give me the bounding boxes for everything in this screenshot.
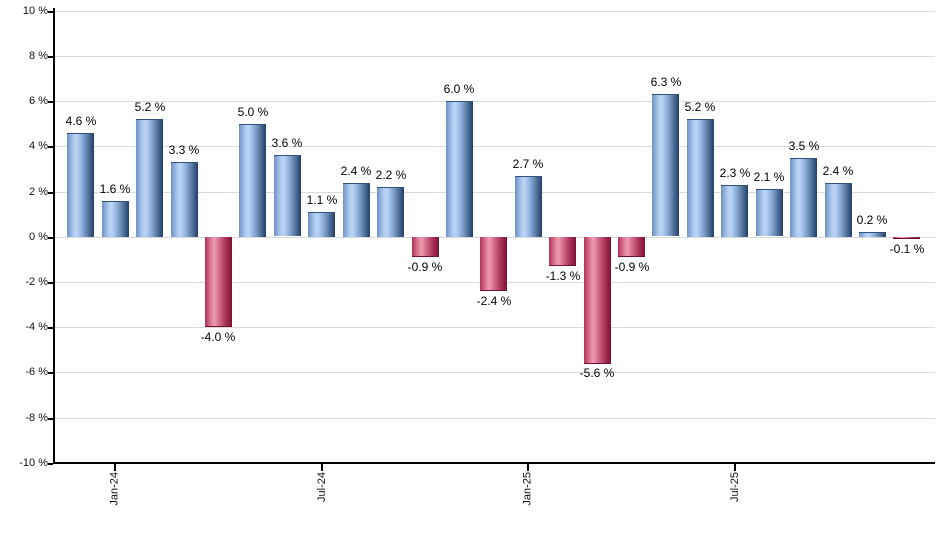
bar-value-label: -2.4 % [476, 294, 512, 308]
bar-Nov-25 [859, 232, 886, 237]
bar-value-label: 3.3 % [168, 143, 200, 157]
bar-Jan-25 [515, 176, 542, 237]
gridline--6 [54, 372, 935, 373]
bar-May-24 [239, 124, 266, 237]
y-axis-label: -8 % [25, 412, 48, 424]
y-tick-0 [48, 237, 53, 239]
bar-Aug-25 [756, 189, 783, 236]
x-tick-Jul-25 [734, 464, 736, 471]
bar-value-label: 5.0 % [237, 105, 269, 119]
bar-Dec-23 [67, 133, 94, 237]
bar-value-label: -0.9 % [407, 260, 443, 274]
bar-Apr-25 [618, 237, 645, 257]
y-tick-4 [48, 146, 53, 148]
bar-value-label: 1.6 % [99, 182, 131, 196]
bar-value-label: 2.7 % [512, 157, 544, 171]
bar-Mar-24 [171, 162, 198, 237]
y-axis-label: -6 % [25, 366, 48, 378]
bar-value-label: 2.3 % [719, 166, 751, 180]
x-axis-label: Jan-24 [109, 472, 121, 506]
x-tick-Jul-24 [321, 464, 323, 471]
y-tick-8 [48, 56, 53, 58]
bar-value-label: -0.9 % [614, 260, 650, 274]
x-tick-Jan-24 [114, 464, 116, 471]
gridline-8 [54, 56, 935, 57]
bar-value-label: -1.3 % [545, 269, 581, 283]
bar-Apr-24 [205, 237, 232, 327]
gridline-6 [54, 101, 935, 102]
y-axis-label: 6 % [29, 95, 48, 107]
bar-Jul-25 [721, 185, 748, 237]
bar-Jun-25 [687, 119, 714, 237]
bar-value-label: 2.4 % [340, 164, 372, 178]
bar-value-label: 1.1 % [306, 193, 338, 207]
bar-Jul-24 [308, 212, 335, 237]
gridline-2 [54, 192, 935, 193]
y-axis-label: 10 % [22, 5, 48, 17]
bar-Feb-24 [136, 119, 163, 237]
x-axis-label: Jul-24 [316, 472, 328, 502]
y-axis-label: -10 % [19, 457, 48, 469]
bar-value-label: 5.2 % [134, 100, 166, 114]
x-tick-Jan-25 [527, 464, 529, 471]
bar-Aug-24 [343, 183, 370, 237]
bar-value-label: 3.6 % [271, 136, 303, 150]
bar-Oct-24 [412, 237, 439, 257]
bar-Mar-25 [584, 237, 611, 364]
bar-Sep-25 [790, 158, 817, 237]
y-tick-6 [48, 101, 53, 103]
y-axis-line [53, 8, 55, 464]
bar-Sep-24 [377, 187, 404, 237]
bar-value-label: 2.2 % [375, 168, 407, 182]
gridline--4 [54, 327, 935, 328]
y-axis-label: 0 % [29, 231, 48, 243]
bar-Jan-24 [102, 201, 129, 237]
bar-Jun-24 [274, 155, 301, 236]
x-axis-label: Jan-25 [522, 472, 534, 506]
bar-Oct-25 [825, 183, 852, 237]
bar-Dec-25 [893, 237, 920, 239]
y-tick-2 [48, 192, 53, 194]
x-axis-label: Jul-25 [729, 472, 741, 502]
bar-value-label: 6.3 % [650, 75, 682, 89]
y-tick--6 [48, 372, 53, 374]
gridline-4 [54, 146, 935, 147]
bar-value-label: 5.2 % [684, 100, 716, 114]
bar-value-label: -0.1 % [889, 242, 925, 256]
bar-value-label: 3.5 % [788, 139, 820, 153]
y-tick--10 [48, 463, 53, 465]
y-tick--2 [48, 282, 53, 284]
gridline-10 [54, 11, 935, 12]
bar-value-label: 0.2 % [856, 213, 888, 227]
gridline--8 [54, 418, 935, 419]
bar-value-label: -4.0 % [200, 330, 236, 344]
y-tick-10 [48, 11, 53, 13]
y-axis-label: -2 % [25, 276, 48, 288]
y-axis-label: 8 % [29, 50, 48, 62]
x-axis-line [53, 462, 935, 464]
bar-May-25 [652, 94, 679, 236]
bar-value-label: 2.1 % [753, 170, 785, 184]
bar-Feb-25 [549, 237, 576, 266]
bar-value-label: 6.0 % [443, 82, 475, 96]
bar-value-label: 4.6 % [65, 114, 97, 128]
y-tick--4 [48, 327, 53, 329]
bar-value-label: -5.6 % [579, 366, 615, 380]
bar-Nov-24 [446, 101, 473, 237]
bar-value-label: 2.4 % [822, 164, 854, 178]
y-axis-label: -4 % [25, 321, 48, 333]
y-tick--8 [48, 418, 53, 420]
bar-Dec-24 [480, 237, 507, 291]
y-axis-label: 4 % [29, 140, 48, 152]
y-axis-label: 2 % [29, 186, 48, 198]
